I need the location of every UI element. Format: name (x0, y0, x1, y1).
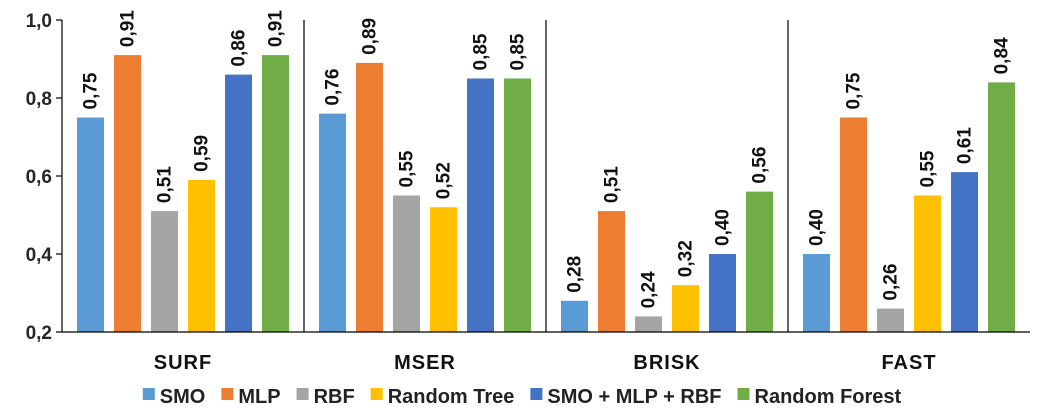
y-tick-label: 0,4 (26, 245, 53, 266)
legend-label: Random Forest (755, 386, 902, 408)
bar-smo-fast (803, 254, 830, 332)
data-label: 0,75 (844, 72, 865, 109)
bar-smo-surf (77, 118, 104, 333)
bar-rbf-surf (151, 211, 178, 332)
legend-label: RBF (314, 386, 355, 408)
data-label: 0,75 (81, 72, 102, 109)
bar-random-forest-brisk (746, 192, 773, 332)
legend-swatch (371, 388, 383, 400)
category-label: MSER (394, 352, 456, 374)
legend-swatch (738, 388, 750, 400)
data-label: 0,91 (266, 10, 287, 47)
bar-smo-mlp-rbf-brisk (709, 254, 736, 332)
legend: SMO MLP RBF Random Tree SMO + MLP + RBF Rando… (143, 386, 902, 408)
data-label: 0,76 (323, 69, 344, 106)
data-label: 0,40 (807, 209, 828, 246)
bar-random-tree-brisk (672, 285, 699, 332)
legend-swatch (221, 388, 233, 400)
legend-swatch (297, 388, 309, 400)
bar-mlp-fast (840, 118, 867, 333)
data-label: 0,51 (602, 166, 623, 203)
legend-label: MLP (238, 386, 280, 408)
data-label: 0,52 (434, 162, 455, 199)
bar-random-tree-fast (914, 196, 941, 333)
bar-smo-mser (319, 114, 346, 332)
data-label: 0,59 (192, 135, 213, 172)
data-label: 0,89 (360, 18, 381, 55)
y-tick-label: 0,2 (26, 323, 52, 344)
category-label: FAST (881, 352, 936, 374)
bar-rbf-brisk (635, 316, 662, 332)
data-label: 0,55 (918, 150, 939, 187)
y-tick-label: 0,8 (26, 89, 52, 110)
bar-mlp-brisk (598, 211, 625, 332)
legend-item-smo-mlp-rbf: SMO + MLP + RBF (530, 386, 721, 408)
data-label: 0,84 (992, 37, 1013, 74)
y-tick-label: 1,0 (26, 11, 52, 32)
legend-label: SMO + MLP + RBF (547, 386, 721, 408)
legend-item-smo: SMO (143, 386, 206, 408)
bar-random-tree-surf (188, 180, 215, 332)
legend-item-random-tree: Random Tree (371, 386, 515, 408)
y-axis: 0,2 0,4 0,6 0,8 1,0 (26, 11, 62, 344)
bar-rbf-mser (393, 196, 420, 333)
legend-label: Random Tree (388, 386, 515, 408)
y-tick-label: 0,6 (26, 167, 52, 188)
data-label: 0,56 (750, 147, 771, 184)
bar-smo-mlp-rbf-surf (225, 75, 252, 332)
legend-swatch (143, 388, 155, 400)
legend-item-random-forest: Random Forest (738, 386, 902, 408)
bar-rbf-fast (877, 309, 904, 332)
category-label: BRISK (633, 352, 700, 374)
data-label: 0,51 (155, 166, 176, 203)
bar-random-forest-fast (988, 82, 1015, 332)
data-label: 0,55 (397, 150, 418, 187)
data-label: 0,91 (118, 10, 139, 47)
bar-random-forest-mser (504, 79, 531, 333)
data-label: 0,28 (565, 256, 586, 293)
x-axis: SURF MSER BRISK FAST (62, 332, 1030, 374)
data-label: 0,61 (955, 127, 976, 164)
legend-label: SMO (160, 386, 206, 408)
bar-smo-mlp-rbf-fast (951, 172, 978, 332)
data-label: 0,85 (471, 33, 492, 70)
legend-swatch (530, 388, 542, 400)
data-label: 0,85 (508, 33, 529, 70)
bar-smo-brisk (561, 301, 588, 332)
bar-mlp-mser (356, 63, 383, 332)
data-label: 0,26 (881, 264, 902, 301)
legend-item-mlp: MLP (221, 386, 280, 408)
data-label: 0,40 (713, 209, 734, 246)
bar-random-tree-mser (430, 207, 457, 332)
data-label: 0,86 (229, 30, 250, 67)
bar-random-forest-surf (262, 55, 289, 332)
data-label: 0,32 (676, 240, 697, 277)
bar-mlp-surf (114, 55, 141, 332)
data-label: 0,24 (639, 271, 660, 308)
bar-smo-mlp-rbf-mser (467, 79, 494, 333)
category-label: SURF (154, 352, 212, 374)
legend-item-rbf: RBF (297, 386, 355, 408)
